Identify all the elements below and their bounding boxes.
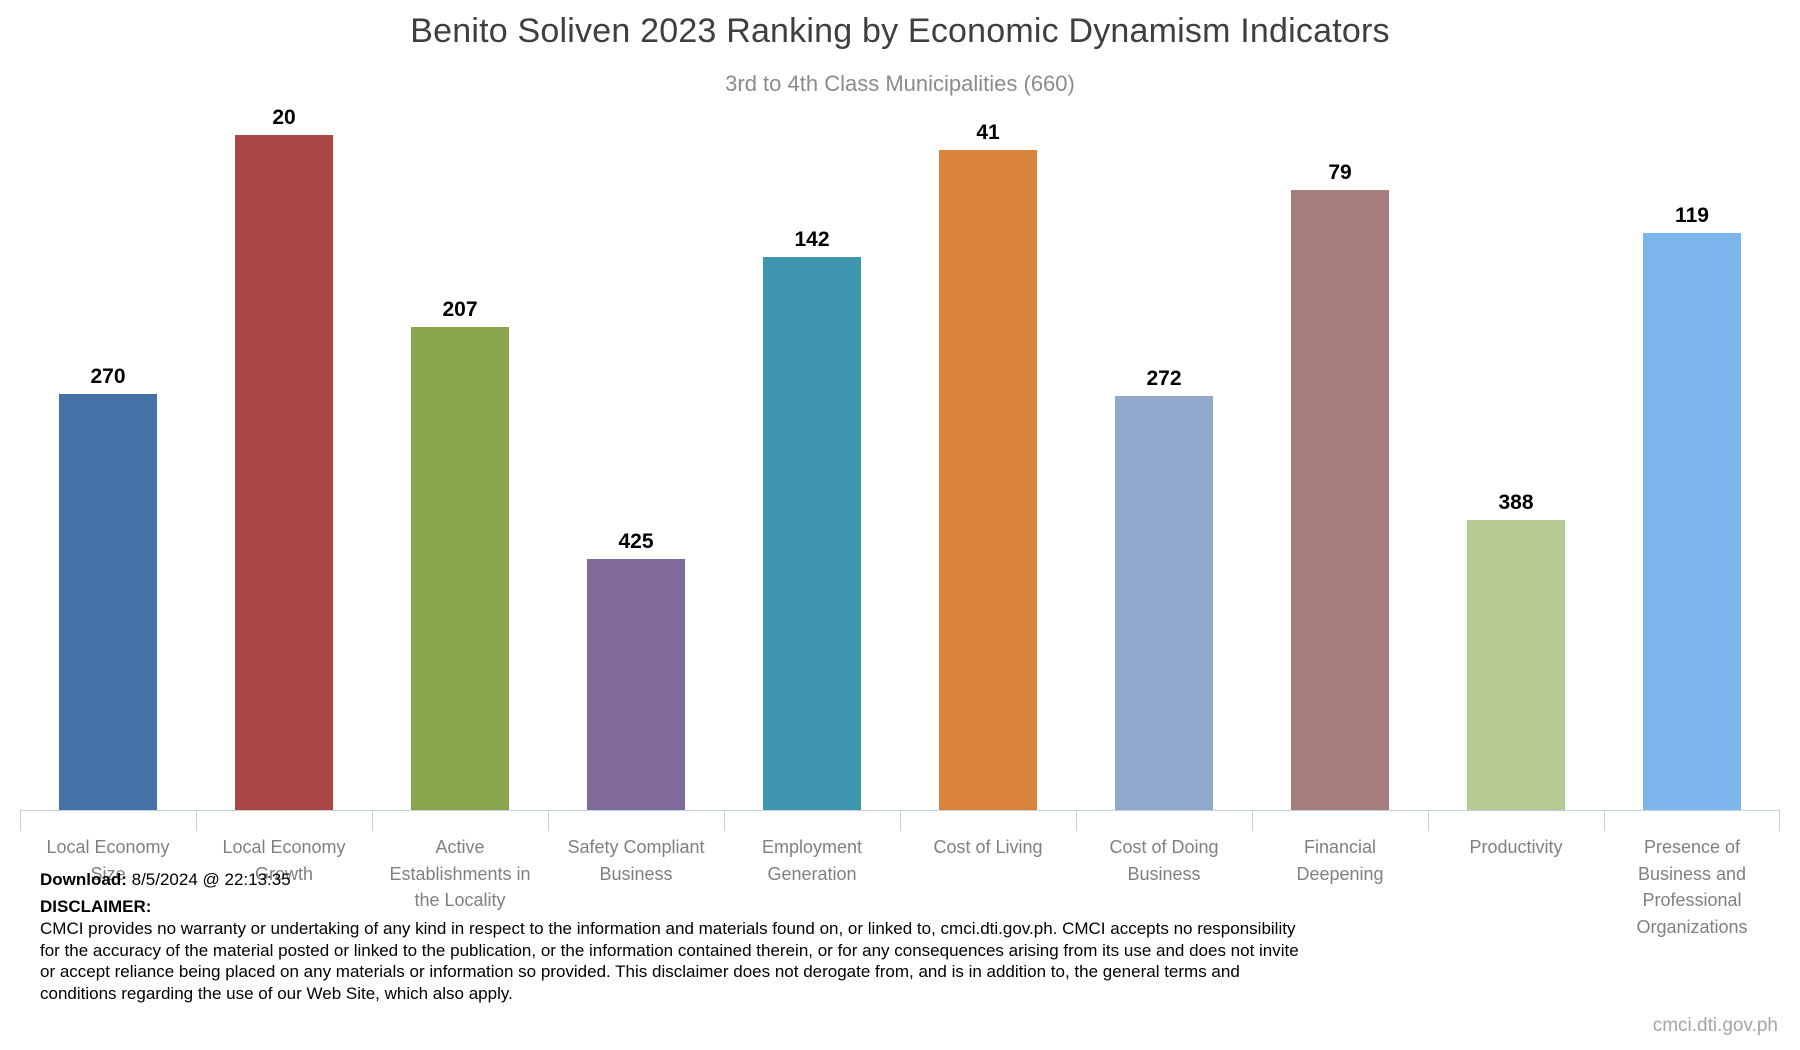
category-label: Financial Deepening [1296, 837, 1384, 884]
category-cell: Safety Compliant Business [548, 834, 724, 887]
category-row: Local Economy Size Local Economy Growth Ac… [20, 834, 1780, 941]
bar-value-label: 142 [794, 228, 830, 252]
disclaimer-text-line: for the accuracy of the material posted … [40, 940, 1299, 960]
bar-column: 270 [20, 106, 196, 810]
axis-tick [1252, 810, 1253, 831]
axis-tick [548, 810, 549, 831]
bar-column: 207 [372, 106, 548, 810]
category-cell: Local Economy Size [20, 834, 196, 887]
bar-value-label: 425 [618, 530, 654, 554]
x-axis-ticks [20, 810, 1780, 831]
axis-tick [1604, 810, 1605, 831]
category-label: Cost of Doing Business [1109, 837, 1219, 884]
bar-value-label: 79 [1328, 161, 1352, 185]
download-timestamp: 8/5/2024 @ 22:13:35 [131, 870, 291, 889]
category-cell: Local Economy Growth [196, 834, 372, 887]
download-line: Download: 8/5/2024 @ 22:13:35 [40, 869, 1440, 891]
axis-tick [1428, 810, 1429, 831]
download-label: Download: [40, 870, 127, 889]
category-cell: Active Establishments in the Locality [372, 834, 548, 914]
axis-tick [20, 810, 21, 831]
axis-tick [900, 810, 901, 831]
category-cell: Productivity [1428, 834, 1604, 861]
disclaimer-text-line: CMCI provides no warranty or undertaking… [40, 919, 1296, 938]
chart-subtitle: 3rd to 4th Class Municipalities (660) [725, 71, 1075, 96]
category-label: Local Economy Growth [222, 837, 346, 884]
bar-value-label: 41 [976, 120, 1000, 144]
bar-value-label: 207 [442, 297, 478, 321]
disclaimer-label: DISCLAIMER: [40, 897, 152, 916]
disclaimer-text-line: conditions regarding the use of our Web … [40, 983, 513, 1003]
bar[interactable] [235, 135, 333, 810]
category-cell: Financial Deepening [1252, 834, 1428, 887]
category-label: Presence of Business and Professional Or… [1636, 837, 1748, 937]
chart-title: Benito Soliven 2023 Ranking by Economic … [410, 12, 1390, 50]
category-cell: Cost of Living [900, 834, 1076, 861]
bar-value-label: 272 [1146, 367, 1182, 391]
category-cell: Cost of Doing Business [1076, 834, 1252, 887]
bar[interactable] [763, 257, 861, 810]
bar-value-label: 388 [1498, 490, 1534, 514]
category-label: Safety Compliant Business [567, 837, 705, 884]
bar-column: 20 [196, 106, 372, 810]
bar-value-label: 20 [272, 106, 296, 129]
bar[interactable] [411, 326, 509, 810]
footer: Download: 8/5/2024 @ 22:13:35 DISCLAIMER… [40, 869, 1440, 1004]
bar[interactable] [1291, 190, 1389, 810]
axis-tick [1779, 810, 1780, 831]
bar[interactable] [1115, 396, 1213, 810]
bar[interactable] [1467, 519, 1565, 810]
category-cell: Employment Generation [724, 834, 900, 887]
bar[interactable] [587, 559, 685, 810]
plot-area: 270 20 207 425 142 41 272 79 388 119 [20, 106, 1780, 810]
axis-tick [724, 810, 725, 831]
bar[interactable] [1643, 232, 1741, 810]
axis-tick [196, 810, 197, 831]
bar-column: 41 [900, 106, 1076, 810]
category-label: Active Establishments in the Locality [389, 837, 531, 911]
category-cell: Presence of Business and Professional Or… [1604, 834, 1780, 941]
category-label: Employment Generation [761, 837, 863, 884]
category-label: Local Economy Size [46, 837, 170, 884]
axis-tick [372, 810, 373, 831]
bar[interactable] [59, 394, 157, 810]
disclaimer-text-line: or accept reliance being placed on any m… [40, 962, 1240, 981]
bar-column: 272 [1076, 106, 1252, 810]
bar-column: 79 [1252, 106, 1428, 810]
site-watermark: cmci.dti.gov.ph [1652, 1015, 1778, 1036]
bar-column: 388 [1428, 106, 1604, 810]
bar[interactable] [939, 149, 1037, 810]
category-label: Cost of Living [933, 837, 1043, 857]
bar-column: 425 [548, 106, 724, 810]
bar-value-label: 270 [90, 365, 126, 388]
axis-tick [1076, 810, 1077, 831]
bar-column: 142 [724, 106, 900, 810]
category-label: Productivity [1469, 837, 1563, 857]
bar-column: 119 [1604, 106, 1780, 810]
bar-value-label: 119 [1675, 203, 1709, 227]
